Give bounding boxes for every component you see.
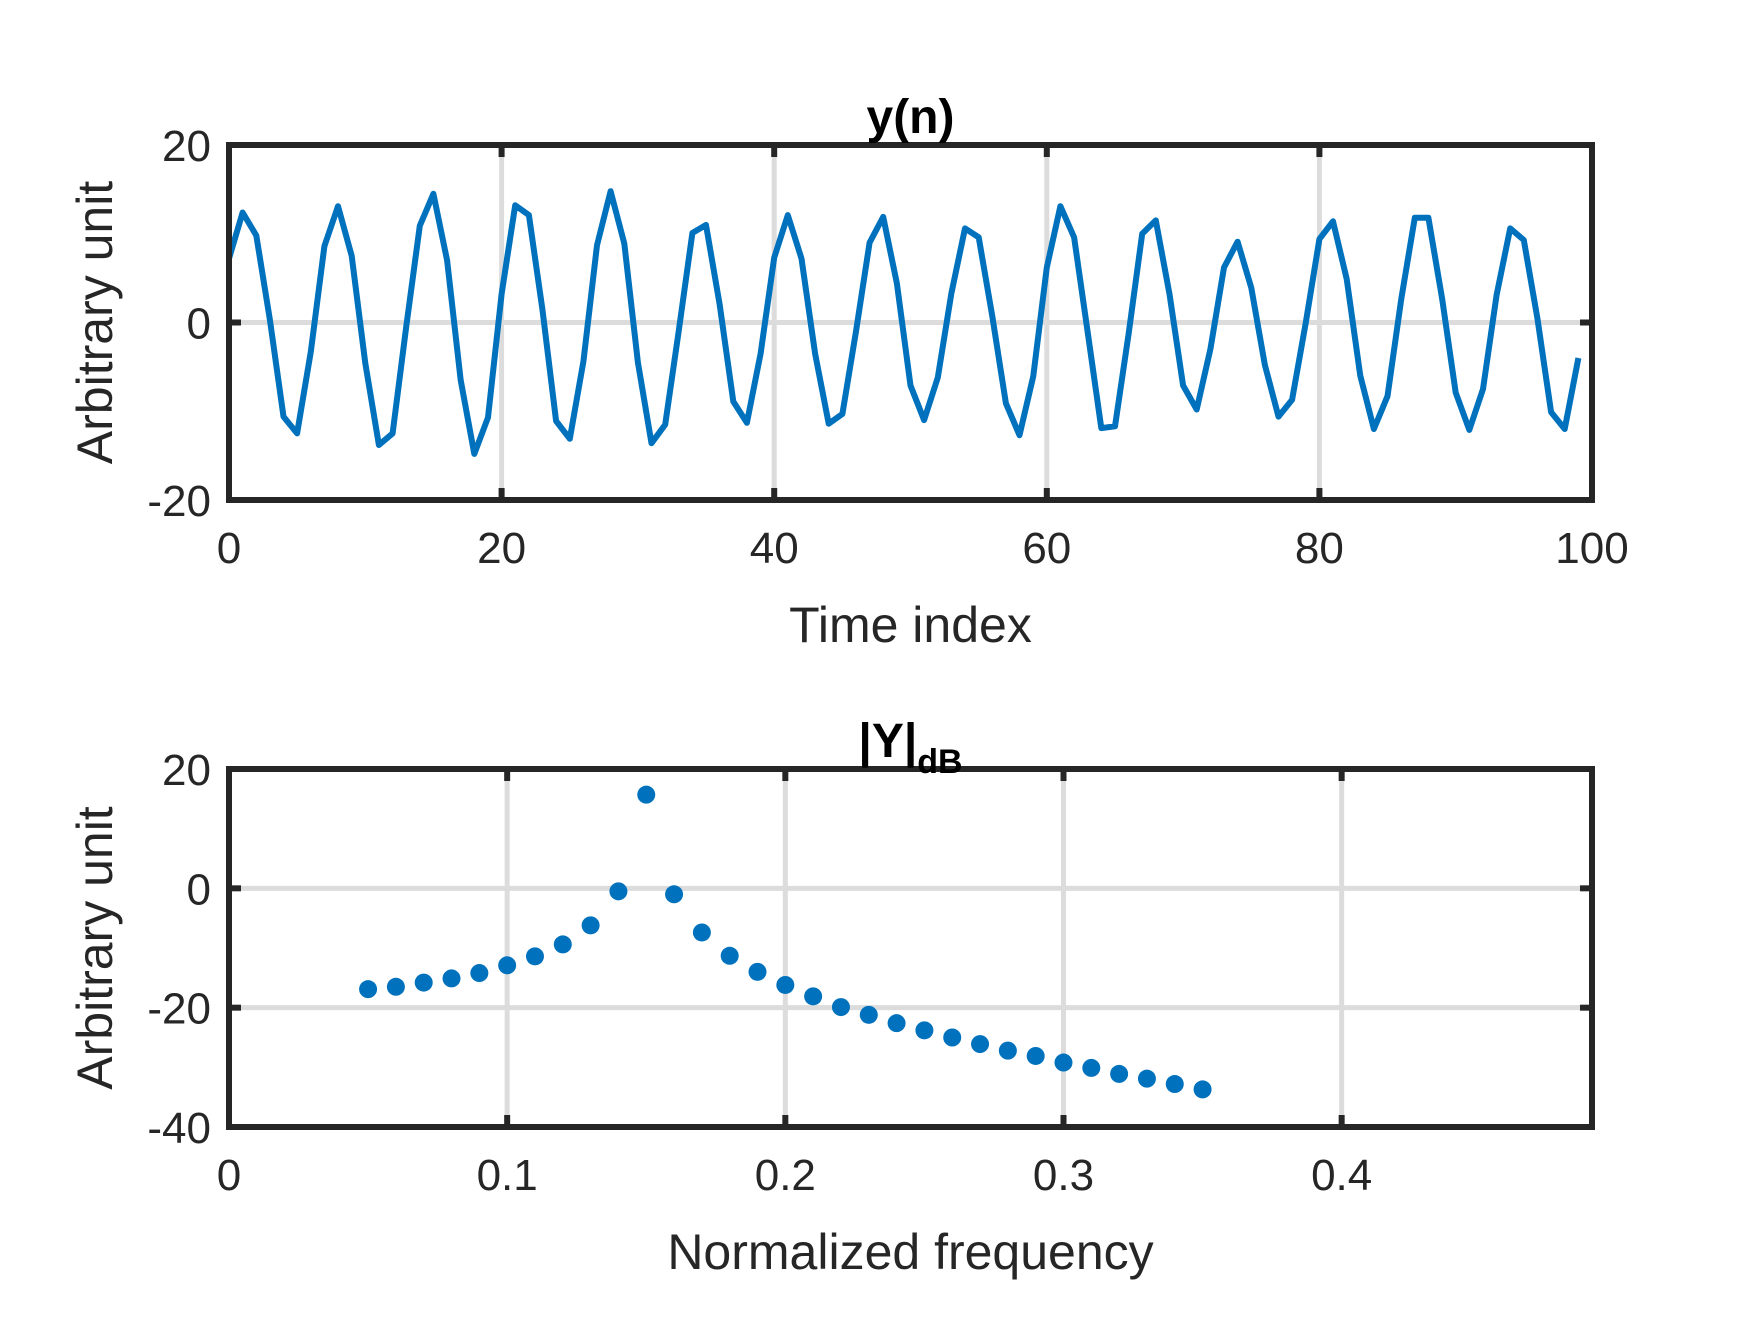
freq-x-tick-label: 0.4 [1311, 1151, 1372, 1200]
freq-x-tick-label: 0.1 [477, 1151, 538, 1200]
freq-data-point [998, 1041, 1017, 1060]
freq-data-point [637, 785, 656, 804]
freq-data-point [720, 946, 739, 965]
freq-data-point [414, 973, 433, 992]
time-series-line [226, 188, 1582, 457]
freq-data-point [887, 1014, 906, 1033]
freq-data-point [776, 975, 795, 994]
freq-y-axis-label: Arbitrary unit [67, 806, 123, 1090]
time-plot-title: y(n) [867, 91, 955, 144]
freq-data-point [498, 956, 517, 975]
freq-data-point [553, 935, 572, 954]
freq-data-point [804, 987, 823, 1006]
time-x-tick-label: 40 [750, 524, 799, 573]
time-y-axis-label: Arbitrary unit [67, 181, 123, 465]
freq-data-point [915, 1021, 934, 1040]
freq-data-point [943, 1028, 962, 1047]
freq-data-point [1110, 1064, 1129, 1083]
time-y-tick-label: 20 [162, 122, 211, 171]
freq-ticks: 0 0.1 0.2 0.3 0.4 -40 -20 0 20 [147, 746, 1592, 1200]
freq-y-tick-label: -20 [147, 985, 211, 1034]
time-y-tick-label: 0 [187, 300, 211, 349]
freq-data-point [859, 1005, 878, 1024]
freq-x-tick-label: 0.2 [755, 1151, 816, 1200]
freq-data-point [1054, 1053, 1073, 1072]
freq-x-tick-label: 0 [217, 1151, 241, 1200]
freq-data-point [470, 964, 489, 983]
time-series-layer [226, 188, 1582, 457]
freq-data-point [609, 882, 628, 901]
freq-title-subscript: dB [917, 743, 962, 781]
time-x-tick-label: 60 [1022, 524, 1071, 573]
freq-data-point [1165, 1075, 1184, 1094]
freq-data-point [831, 998, 850, 1017]
freq-y-tick-label: 0 [187, 865, 211, 914]
freq-data-point [525, 947, 544, 966]
freq-data-point [971, 1035, 990, 1054]
freq-y-tick-label: 20 [162, 746, 211, 795]
freq-x-axis-label: Normalized frequency [667, 1224, 1153, 1280]
freq-data-point [748, 962, 767, 981]
time-x-axis-label: Time index [789, 597, 1032, 653]
freq-data-point [1137, 1069, 1156, 1088]
freq-grid [229, 769, 1592, 1127]
time-y-tick-label: -20 [147, 477, 211, 526]
freq-data-point [386, 977, 405, 996]
freq-data-point [1193, 1080, 1212, 1099]
freq-data-point [1026, 1046, 1045, 1065]
freq-data-point [692, 923, 711, 942]
time-x-tick-label: 80 [1295, 524, 1344, 573]
freq-x-tick-label: 0.3 [1033, 1151, 1094, 1200]
frequency-domain-axes: 0 0.1 0.2 0.3 0.4 -40 -20 0 20 |Y|dB Normalized … [67, 715, 1595, 1280]
freq-title-main: |Y| [858, 715, 917, 768]
freq-data-point [359, 980, 378, 999]
freq-data-point [442, 969, 461, 988]
freq-points-layer [359, 785, 1212, 1099]
freq-y-tick-label: -40 [147, 1104, 211, 1153]
freq-axes-frame [226, 766, 1595, 1130]
time-x-tick-label: 20 [477, 524, 526, 573]
freq-plot-title: |Y|dB [858, 715, 962, 781]
freq-data-point [665, 885, 684, 904]
freq-data-point [581, 916, 600, 935]
time-x-tick-label: 100 [1555, 524, 1628, 573]
time-x-tick-label: 0 [217, 524, 241, 573]
freq-data-point [1082, 1058, 1101, 1077]
